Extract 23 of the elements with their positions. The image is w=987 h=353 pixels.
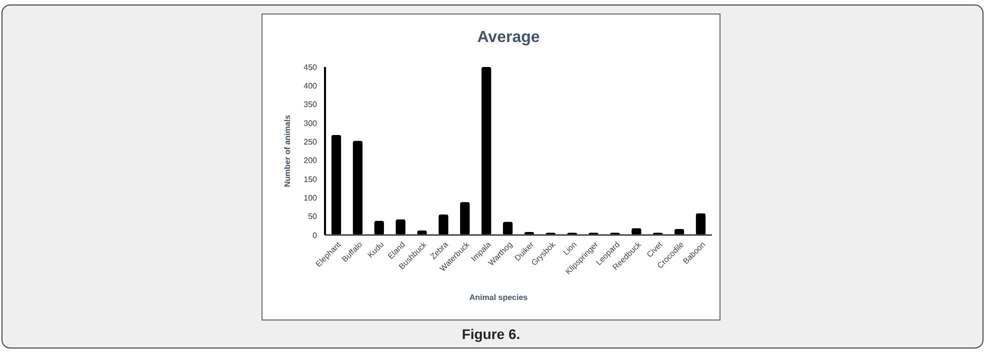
bar <box>331 134 342 235</box>
y-tick-label: 150 <box>304 174 318 184</box>
y-tick-label: 350 <box>304 100 318 110</box>
bar <box>502 222 513 235</box>
y-tick-label: 0 <box>312 230 318 240</box>
y-tick-label: 100 <box>304 193 318 202</box>
chart-title: Average <box>477 29 540 46</box>
bar <box>352 140 363 235</box>
bar <box>696 213 706 235</box>
bar <box>482 67 492 235</box>
bar <box>396 219 406 235</box>
y-tick-label: 200 <box>304 156 318 166</box>
x-axis-title: Animal species <box>469 293 528 302</box>
y-tick-label: 300 <box>304 118 318 128</box>
y-tick-label: 450 <box>304 62 318 72</box>
y-tick-label: 50 <box>308 212 318 222</box>
bar <box>460 202 470 235</box>
y-axis-title: Number of animals <box>283 114 292 188</box>
bar <box>374 220 384 235</box>
caption: Figure 6. <box>462 326 520 342</box>
bar <box>438 214 448 235</box>
y-tick-label: 400 <box>304 81 318 90</box>
y-tick-label: 250 <box>304 137 318 146</box>
